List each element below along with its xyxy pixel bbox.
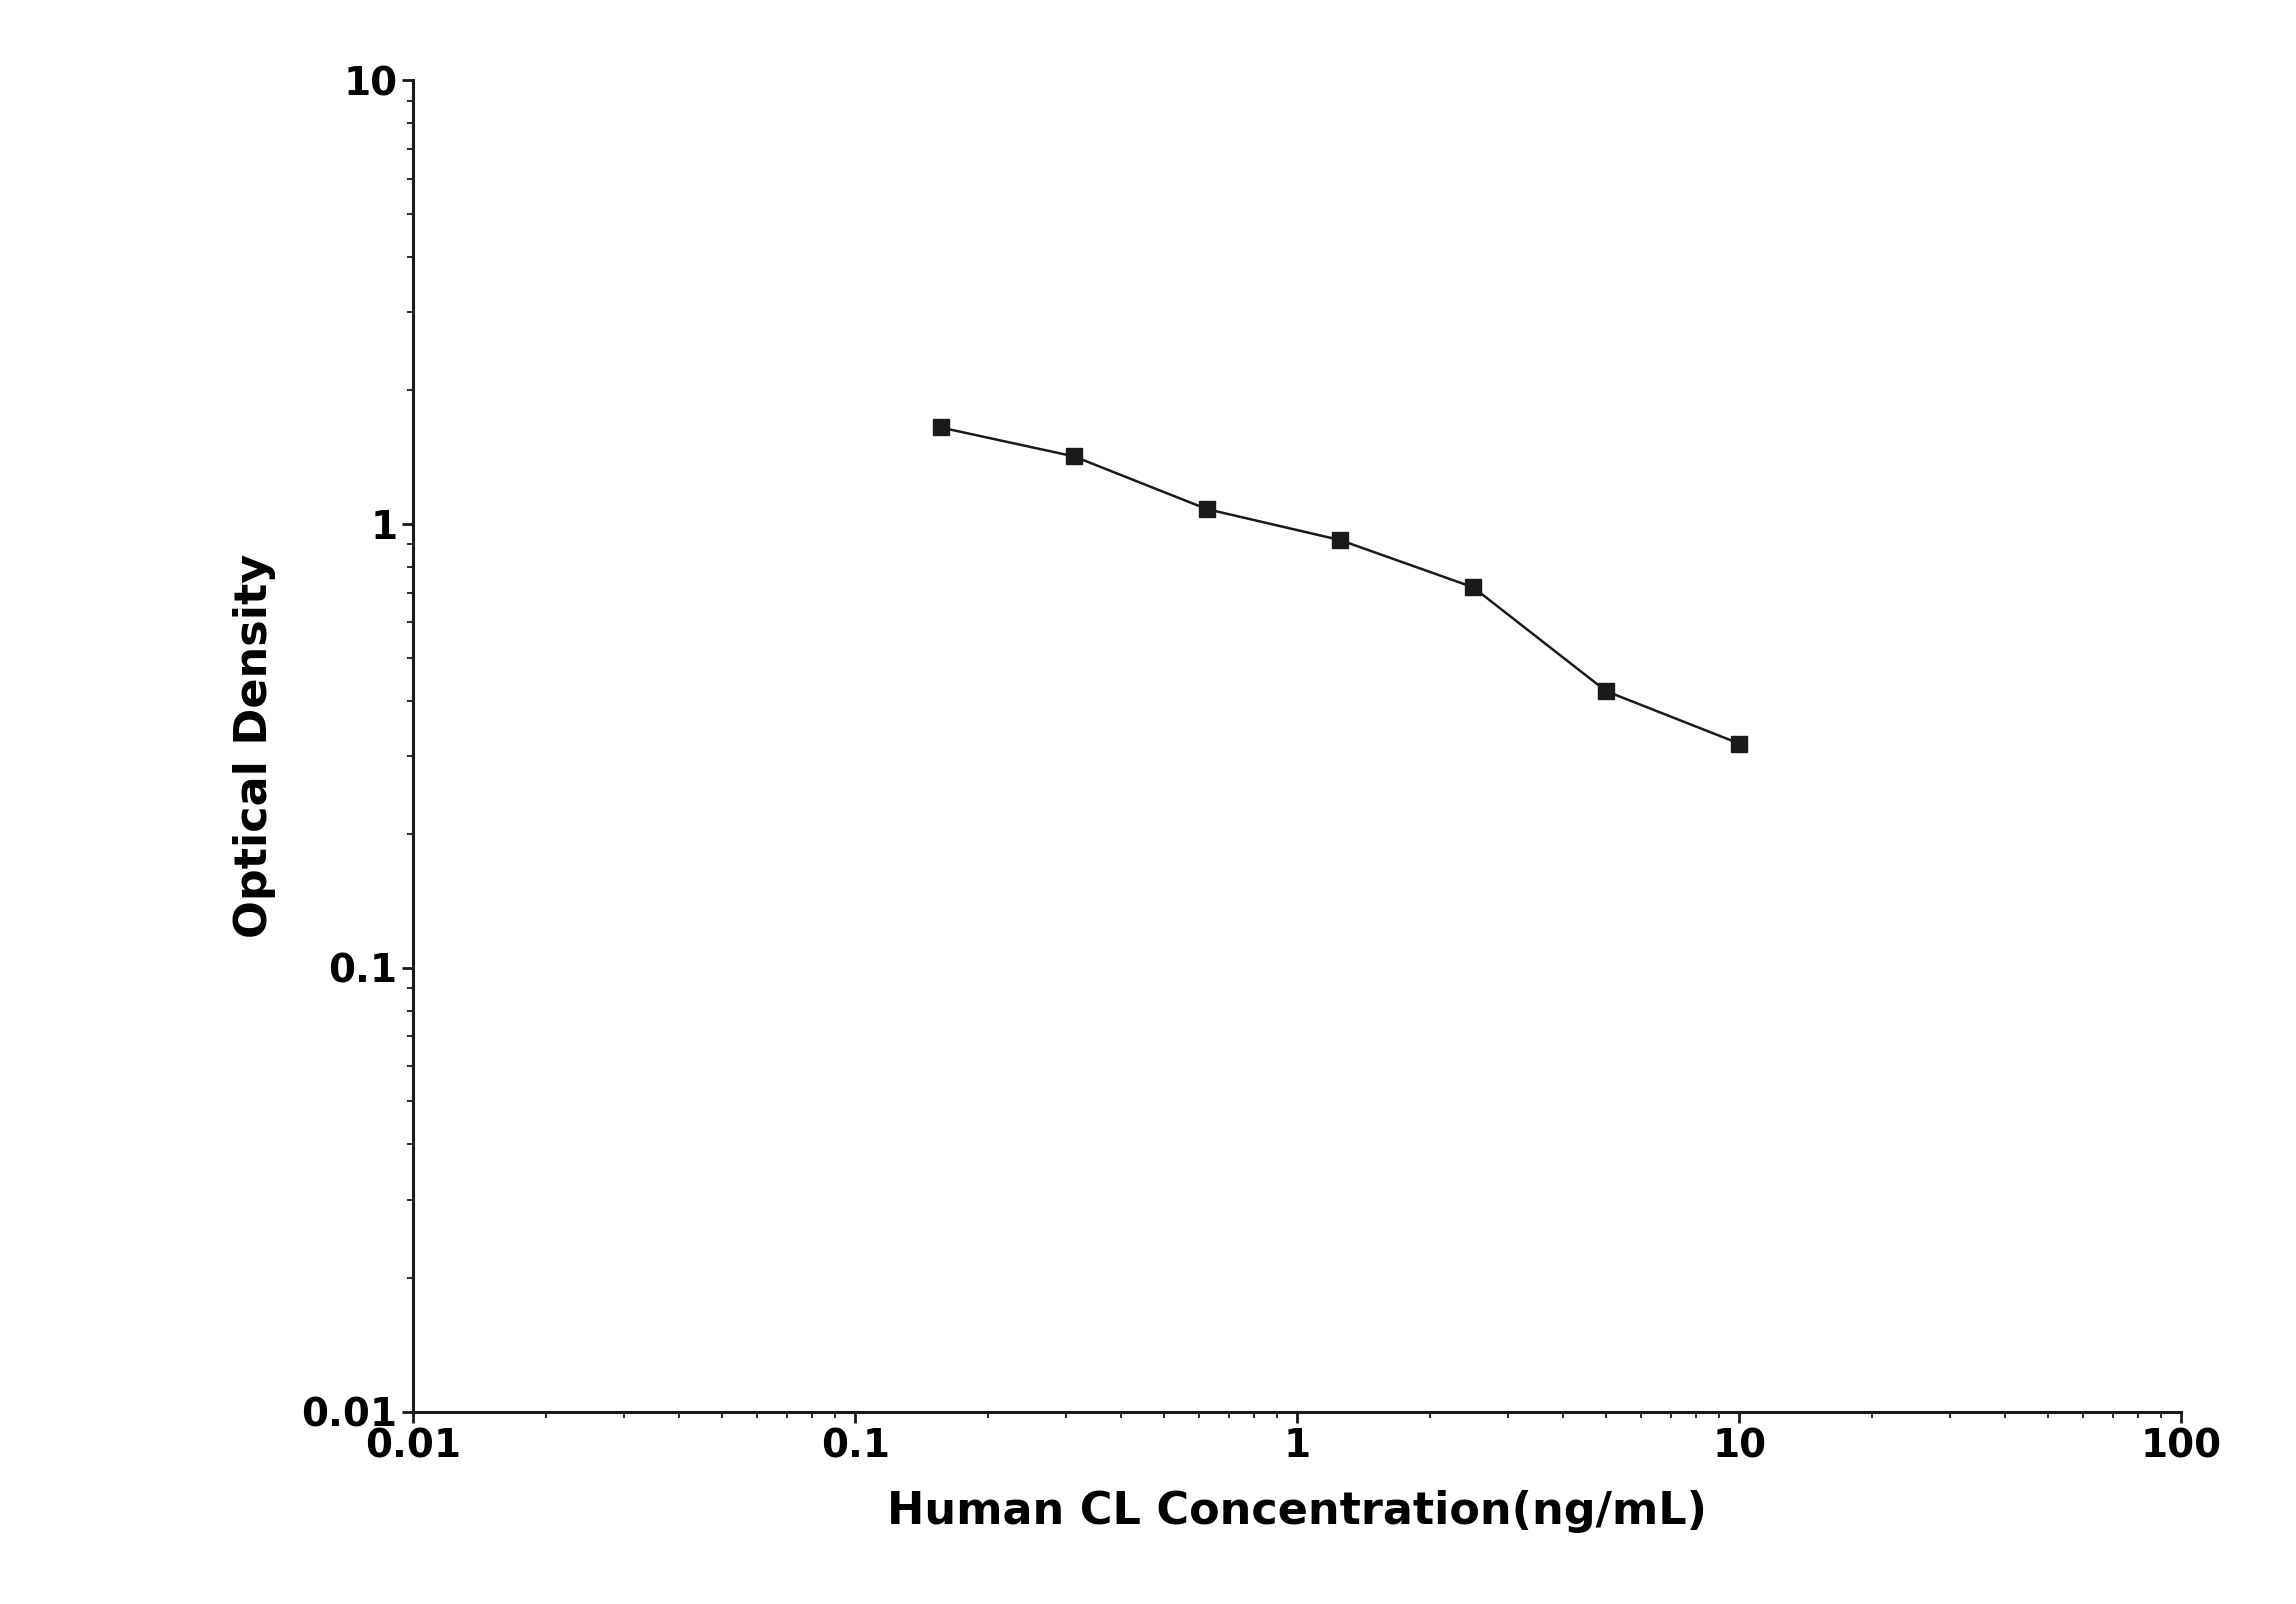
X-axis label: Human CL Concentration(ng/mL): Human CL Concentration(ng/mL) [886,1490,1708,1533]
Y-axis label: Optical Density: Optical Density [234,553,276,938]
